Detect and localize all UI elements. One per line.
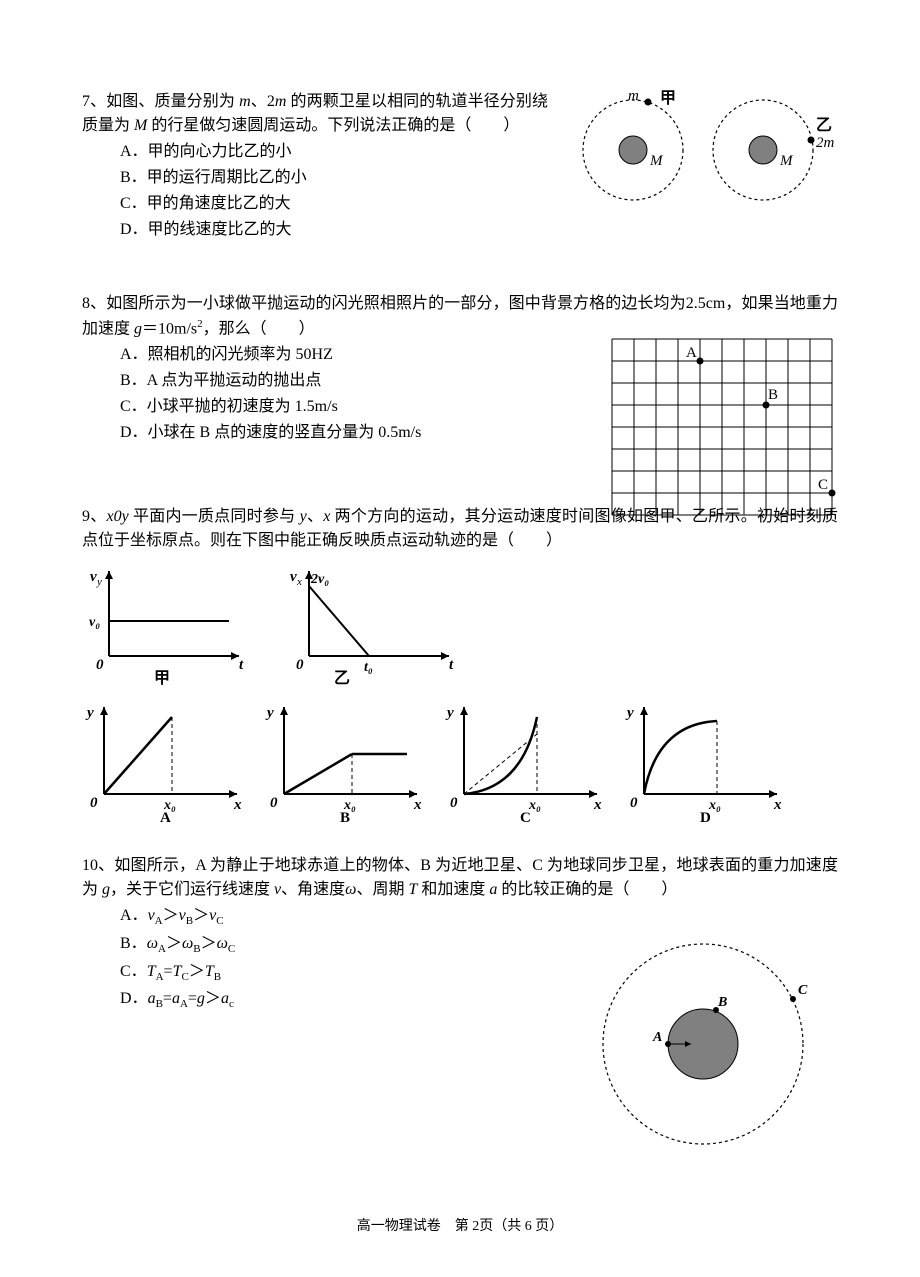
q10-g: g (102, 881, 110, 898)
q7-label-M2: M (779, 153, 794, 169)
q9-yi-caption: 乙 (334, 670, 350, 687)
q10-earth-svg: A B C (578, 924, 838, 1154)
svg-text:y: y (625, 705, 634, 721)
q10-w: ω (345, 881, 356, 898)
svg-text:v: v (290, 569, 297, 585)
q10-stem: 10、如图所示，A 为静止于地球赤道上的物体、B 为近地卫星、C 为地球同步卫星… (82, 854, 838, 902)
q10-t4: 和加速度 (417, 881, 489, 898)
footer-text: 高一物理试卷 第 2页（共 6 页） (357, 1219, 564, 1234)
q8-opt-b: B．A 点为平抛运动的抛出点 (120, 369, 598, 393)
question-8: 8、如图所示为一小球做平抛运动的闪光照相照片的一部分，图中背景方格的边长均为2.… (82, 292, 838, 445)
question-7: 7、如图、质量分别为 m、2m 的两颗卫星以相同的轨道半径分别绕质量为 M 的行… (82, 90, 838, 242)
q8-stem: 8、如图所示为一小球做平抛运动的闪光照相照片的一部分，图中背景方格的边长均为2.… (82, 292, 838, 341)
q9-vt-row: v y v₀ 0 t 甲 v x 2v₀ 0 t₀ t 乙 (84, 561, 838, 691)
q8-A: A (686, 345, 697, 361)
q7-M: M (134, 117, 147, 134)
q9-t0: 9、 (82, 508, 107, 525)
q9-t1: 平面内一质点同时参与 (129, 508, 300, 525)
q7-orbits-svg: m 甲 M 乙 2m M (558, 85, 848, 205)
q7-label-M1: M (649, 153, 664, 169)
svg-text:t: t (239, 657, 244, 673)
q9-x0y: x0y (107, 508, 129, 525)
q10-B: B (717, 995, 727, 1010)
q8-B: B (768, 387, 778, 403)
exam-page: 7、如图、质量分别为 m、2m 的两颗卫星以相同的轨道半径分别绕质量为 M 的行… (0, 0, 920, 1277)
q8-opt-c: C．小球平抛的初速度为 1.5m/s (120, 395, 598, 419)
q9-y: y (300, 508, 307, 525)
q9-opts-row: y 0 x₀ x A y 0 x₀ x B (82, 699, 838, 824)
svg-text:0: 0 (296, 657, 304, 673)
q9-stem: 9、x0y 平面内一质点同时参与 y、x 两个方向的运动，其分运动速度时间图像如… (82, 505, 838, 553)
svg-text:y: y (445, 705, 454, 721)
svg-text:y: y (96, 576, 102, 588)
q8-opt-a: A．照相机的闪光频率为 50HZ (120, 343, 598, 367)
q7-m2: m (275, 93, 287, 110)
q10-A: A (652, 1030, 662, 1045)
svg-text:t: t (449, 657, 454, 673)
q7-label-jia: 甲 (660, 89, 676, 107)
svg-text:0: 0 (270, 795, 278, 811)
q8-C: C (818, 477, 828, 493)
q8-figure: A B C (608, 337, 838, 522)
svg-text:0: 0 (630, 795, 638, 811)
q10-figure: A B C (578, 924, 838, 1154)
q7-label-m: m (628, 88, 639, 104)
q7-text4: 的行星做匀速圆周运动。下列说法正确的是（ ） (147, 117, 519, 134)
q7-label-yi: 乙 (816, 117, 832, 134)
svg-text:0: 0 (90, 795, 98, 811)
q9-vt-jia: v y v₀ 0 t 甲 (84, 561, 254, 691)
svg-text:x: x (233, 797, 242, 813)
svg-text:t₀: t₀ (364, 660, 373, 675)
q8-g: g (134, 320, 142, 337)
q7-m: m (239, 93, 251, 110)
q9-D-label: D (700, 810, 711, 824)
q9-C-label: C (520, 810, 531, 824)
question-10: 10、如图所示，A 为静止于地球赤道上的物体、B 为近地卫星、C 为地球同步卫星… (82, 854, 838, 1013)
q10-t5: 的比较正确的是（ ） (497, 881, 677, 898)
q9-jia-caption: 甲 (154, 669, 170, 687)
svg-text:y: y (85, 705, 94, 721)
svg-text:v₀: v₀ (89, 615, 100, 630)
q7-figure: m 甲 M 乙 2m M (558, 85, 848, 205)
q7-label-2m: 2m (816, 135, 835, 151)
page-footer: 高一物理试卷 第 2页（共 6 页） (0, 1216, 920, 1237)
q10-C: C (798, 983, 808, 998)
q8-opt-d: D．小球在 B 点的速度的竖直分量为 0.5m/s (120, 421, 598, 445)
q9-B-label: B (340, 810, 350, 824)
svg-text:0: 0 (450, 795, 458, 811)
q10-t3: 、周期 (356, 881, 408, 898)
svg-text:x: x (593, 797, 602, 813)
question-9: 9、x0y 平面内一质点同时参与 y、x 两个方向的运动，其分运动速度时间图像如… (82, 505, 838, 824)
q10-t2: 、角速度 (281, 881, 345, 898)
svg-text:x: x (773, 797, 782, 813)
q9-opt-C-fig: y 0 x₀ x C (442, 699, 607, 824)
q9-opt-D-fig: y 0 x₀ x D (622, 699, 787, 824)
q8-text3: ，那么（ ） (203, 320, 315, 337)
svg-text:y: y (265, 705, 274, 721)
q8-text2: ＝10m/s (142, 320, 197, 337)
q9-opt-B-fig: y 0 x₀ x B (262, 699, 427, 824)
q10-t1: ，关于它们运行线速度 (110, 881, 274, 898)
svg-text:v: v (90, 569, 97, 585)
q9-A-label: A (160, 810, 171, 824)
svg-text:0: 0 (96, 657, 104, 673)
q8-grid-svg: A B C (608, 337, 838, 522)
q9-vt-yi: v x 2v₀ 0 t₀ t 乙 (284, 561, 464, 691)
q9-t2: 、 (307, 508, 324, 525)
q7-text: 7、如图、质量分别为 (82, 93, 239, 110)
q7-text2: 、2 (251, 93, 275, 110)
q7-opt-d: D．甲的线速度比乙的大 (120, 218, 838, 242)
q9-opt-A-fig: y 0 x₀ x A (82, 699, 247, 824)
svg-text:2v₀: 2v₀ (310, 572, 329, 587)
svg-text:x: x (296, 576, 302, 588)
svg-text:x: x (413, 797, 422, 813)
